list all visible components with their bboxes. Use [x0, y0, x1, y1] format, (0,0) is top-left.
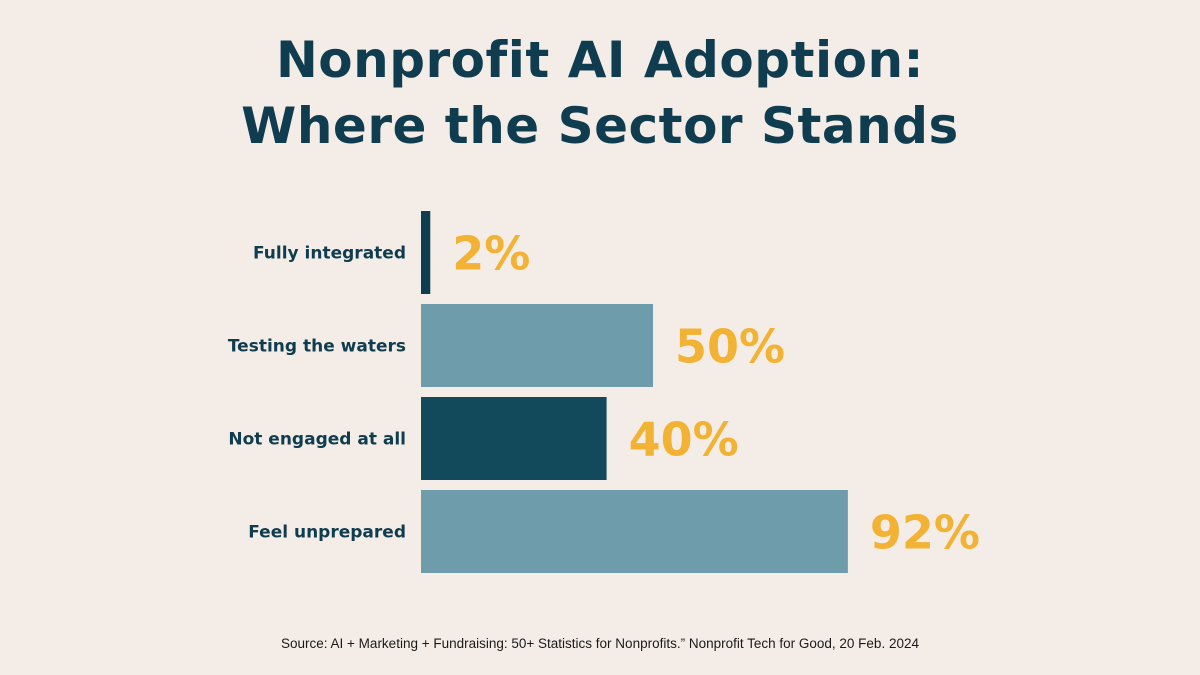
bar-not-engaged-at-all: [421, 397, 607, 480]
value-label: 40%: [629, 413, 739, 467]
bar-fully-integrated: [421, 211, 431, 294]
bar-testing-the-waters: [421, 304, 653, 387]
chart-title-line-2: Where the Sector Stands: [241, 97, 959, 155]
bar-feel-unprepared: [421, 490, 848, 573]
value-label: 92%: [870, 506, 980, 560]
chart-title-line-1: Nonprofit AI Adoption:: [275, 31, 925, 89]
category-label: Not engaged at all: [228, 430, 406, 450]
category-label: Testing the waters: [228, 337, 406, 357]
source-citation: Source: AI + Marketing + Fundraising: 50…: [281, 636, 919, 651]
value-label: 2%: [452, 227, 530, 281]
category-label: Fully integrated: [253, 244, 406, 264]
category-label: Feel unprepared: [248, 523, 406, 543]
value-label: 50%: [675, 320, 785, 374]
